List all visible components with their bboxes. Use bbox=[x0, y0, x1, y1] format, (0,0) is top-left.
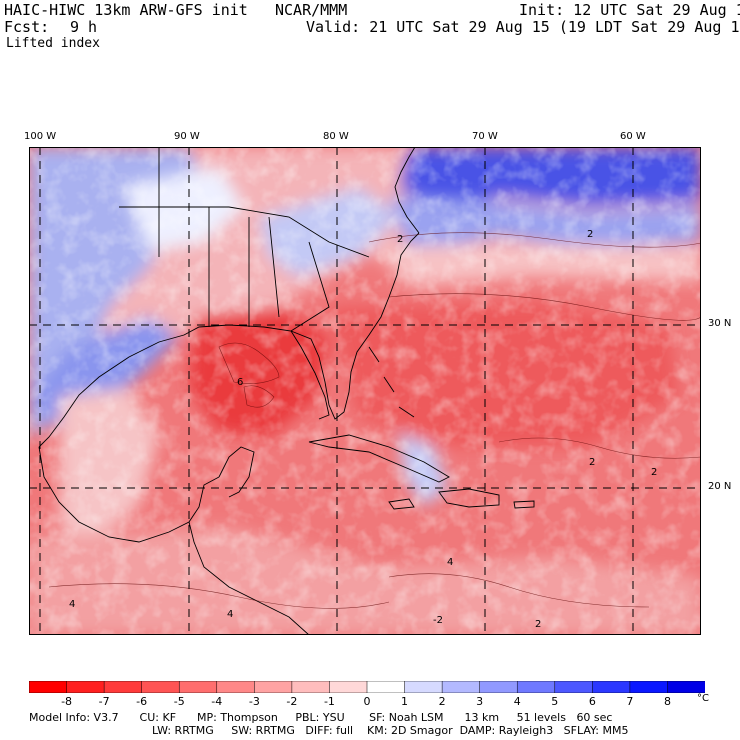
colorbar-swatch bbox=[441, 681, 481, 693]
model-info-line-2: LW: RRTMG SW: RRTMG DIFF: full KM: 2D Sm… bbox=[152, 724, 629, 737]
colorbar-swatch bbox=[103, 681, 143, 693]
field-name: Lifted index bbox=[6, 36, 100, 51]
colorbar-label: -6 bbox=[136, 695, 148, 708]
colorbar-label: 1 bbox=[401, 695, 409, 708]
colorbar-label: -1 bbox=[323, 695, 335, 708]
colorbar-label: 6 bbox=[588, 695, 596, 708]
contour-label: 4 bbox=[447, 557, 453, 568]
contour-label: -2 bbox=[433, 615, 443, 626]
contour-labels: 2 2 2 2 2 4 4 4 6 -2 bbox=[69, 229, 657, 630]
longitude-label: 60 W bbox=[620, 131, 646, 142]
jamaica bbox=[388, 498, 415, 510]
valid-time: Valid: 21 UTC Sat 29 Aug 15 (19 LDT Sat … bbox=[306, 18, 740, 36]
contour-label: 4 bbox=[69, 599, 75, 610]
colorbar-label: -8 bbox=[61, 695, 73, 708]
longitude-label: 90 W bbox=[174, 131, 200, 142]
us-gulf-coastline bbox=[38, 232, 420, 448]
forecast-hour: 9 h bbox=[70, 18, 98, 36]
colorbar-label: -3 bbox=[248, 695, 260, 708]
longitude-label: 70 W bbox=[472, 131, 498, 142]
forecast-label: Fcst: bbox=[4, 18, 50, 36]
model-info-line-1: Model Info: V3.7 CU: KF MP: Thompson PBL… bbox=[29, 711, 613, 724]
colorbar-swatch bbox=[479, 681, 518, 693]
colorbar-label: -5 bbox=[173, 695, 185, 708]
colorbar-swatch bbox=[366, 681, 406, 693]
contour-label: 2 bbox=[587, 229, 593, 240]
florida-peninsula bbox=[290, 330, 330, 420]
contour-lines bbox=[48, 232, 701, 609]
colorbar bbox=[29, 681, 705, 693]
longitude-label: 80 W bbox=[323, 131, 349, 142]
colorbar-swatch bbox=[592, 681, 631, 693]
us-atlantic-coastline bbox=[394, 147, 420, 234]
colorbar-swatch bbox=[667, 681, 705, 693]
colorbar-label: -7 bbox=[98, 695, 110, 708]
cuba bbox=[308, 434, 450, 483]
hispaniola bbox=[438, 488, 500, 508]
contour-label: 4 bbox=[227, 609, 233, 620]
land-outlines bbox=[38, 147, 535, 635]
contour-label: 6 bbox=[237, 377, 243, 388]
colorbar-swatch bbox=[404, 681, 443, 693]
colorbar-label: 3 bbox=[476, 695, 484, 708]
yucatan bbox=[218, 446, 255, 498]
colorbar-swatch bbox=[216, 681, 256, 693]
central-america bbox=[188, 521, 310, 635]
mexico-coastline bbox=[38, 446, 220, 543]
latitude-label: 20 N bbox=[708, 481, 732, 492]
contour-label: 2 bbox=[397, 234, 403, 245]
colorbar-swatch bbox=[329, 681, 368, 693]
longitude-label: 100 W bbox=[24, 131, 57, 142]
colorbar-label: -2 bbox=[286, 695, 298, 708]
contour-label: 2 bbox=[535, 619, 541, 630]
lifted-index-map: 2 2 2 2 2 4 4 4 6 -2 bbox=[29, 147, 701, 635]
colorbar-swatch bbox=[141, 681, 180, 693]
latitude-label: 30 N bbox=[708, 318, 732, 329]
colorbar-label: 2 bbox=[438, 695, 446, 708]
state-borders bbox=[119, 147, 370, 332]
colorbar-swatch bbox=[178, 681, 218, 693]
bahamas bbox=[368, 346, 415, 418]
colorbar-swatch bbox=[554, 681, 594, 693]
puerto-rico bbox=[513, 500, 535, 509]
colorbar-swatch bbox=[66, 681, 105, 693]
colorbar-label: 4 bbox=[513, 695, 521, 708]
contour-label: 2 bbox=[651, 467, 657, 478]
model-title: HAIC-HIWC 13km ARW-GFS init bbox=[4, 1, 248, 19]
colorbar-swatch bbox=[629, 681, 669, 693]
organization: NCAR/MMM bbox=[275, 1, 348, 19]
colorbar-swatch bbox=[29, 681, 68, 693]
colorbar-swatch bbox=[291, 681, 331, 693]
colorbar-unit: °C bbox=[697, 693, 709, 704]
contour-label: 2 bbox=[589, 457, 595, 468]
colorbar-label: 8 bbox=[663, 695, 671, 708]
colorbar-label: -4 bbox=[211, 695, 223, 708]
grid-lines bbox=[29, 147, 701, 635]
colorbar-label: 0 bbox=[363, 695, 371, 708]
colorbar-label: 5 bbox=[551, 695, 559, 708]
colorbar-label: 7 bbox=[626, 695, 634, 708]
colorbar-swatch bbox=[516, 681, 556, 693]
init-time: Init: 12 UTC Sat 29 Aug 15 bbox=[519, 1, 740, 19]
colorbar-swatch bbox=[254, 681, 293, 693]
field-texture bbox=[29, 147, 701, 635]
